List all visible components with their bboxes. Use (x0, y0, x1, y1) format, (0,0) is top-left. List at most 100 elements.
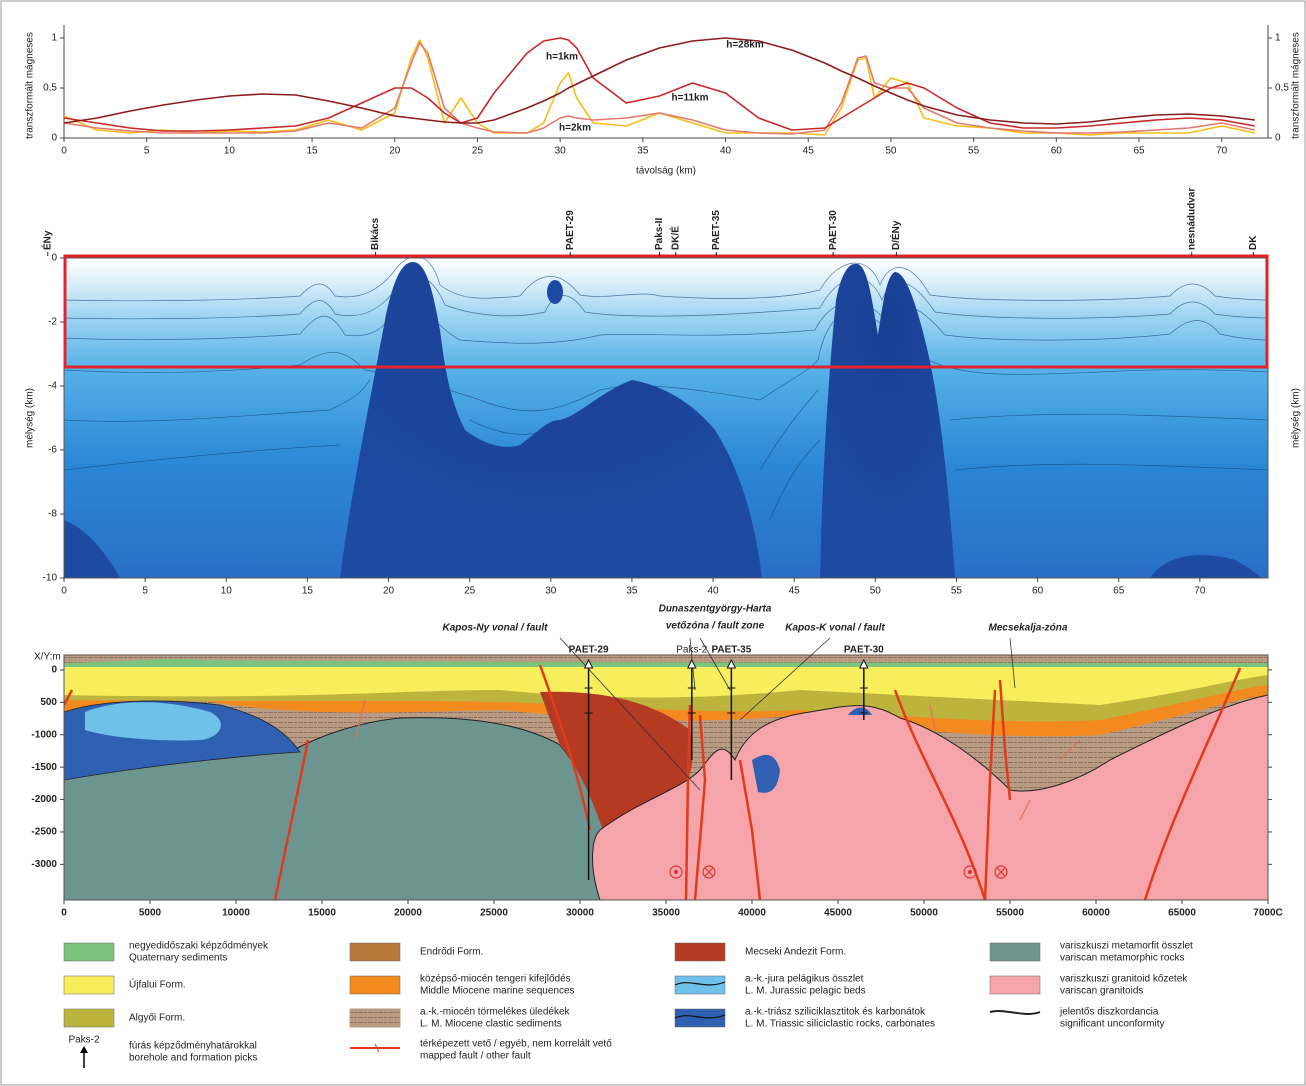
y-axis-title-right: transzformált mágneses (1291, 32, 1302, 139)
x-tick-label: 20 (389, 146, 401, 157)
well-label: PAET-29 (569, 645, 609, 656)
legend-swatch (349, 1008, 401, 1028)
series-label: h=1km (546, 52, 578, 63)
x-axis-title: távolság (km) (636, 166, 696, 177)
x-tick-label: 0 (61, 908, 67, 919)
x-tick-label: 35 (637, 146, 649, 157)
legend-item: térképezett vető / egyéb, nem korrelált … (350, 1039, 612, 1062)
x-tick-label: 60000 (1082, 908, 1110, 919)
well-label: nesnádudvar (1186, 188, 1197, 250)
x-tick-label: 5 (142, 586, 148, 597)
legend-label: variscan metamorphic rocks (1060, 953, 1184, 964)
well-label: DK/É (668, 226, 681, 250)
legend-item: Paks-2 fúrás képződményhatárokkalborehole… (68, 1035, 257, 1068)
legend-swatch (989, 942, 1041, 962)
series-line (63, 37, 1255, 125)
borehole-head (583, 658, 594, 669)
unit-triassic (752, 754, 780, 793)
plot-frame (63, 257, 1269, 579)
x-tick-label: 40 (707, 586, 719, 597)
magnetic-body (340, 262, 762, 578)
magnetic-body (1150, 555, 1262, 578)
y-axis-title: transzformált mágneses (25, 32, 36, 139)
legend-label: térképezett vető / egyéb, nem korrelált … (420, 1039, 612, 1050)
y-tick-label-right: 0 (1275, 133, 1281, 144)
strike-slip-symbols (669, 865, 1008, 879)
legend-swatch (63, 1008, 115, 1028)
x-tick-label: 60 (1051, 146, 1063, 157)
x-tick-label: 5000 (139, 908, 162, 919)
y-tick-label: 0 (51, 665, 57, 676)
unit-jurassic (85, 702, 221, 741)
y-axis-title: mélység (km) (25, 388, 36, 448)
legend-label: fúrás képződményhatárokkal (129, 1041, 257, 1052)
y-tick-label: -3000 (31, 859, 57, 870)
x-tick-label: 35 (626, 586, 638, 597)
well-label: PAET-30 (828, 210, 839, 250)
well-label: Bikács (370, 217, 381, 250)
x-tick-label: 65 (1133, 146, 1145, 157)
y-tick-label-right: 0,5 (1275, 83, 1289, 94)
legend-label: Mecseki Andezit Form. (745, 947, 846, 958)
unit-granitoid (592, 694, 1268, 900)
legend-swatch (674, 942, 726, 962)
x-tick-label: 45 (803, 146, 815, 157)
x-tick-label: 65 (1113, 586, 1125, 597)
y-tick-label: 0,5 (43, 83, 57, 94)
legend-swatch (63, 975, 115, 995)
well-label: PAET-35 (711, 210, 722, 250)
annotation: vetőzóna / fault zone (666, 621, 765, 632)
unit-quaternary (64, 658, 1268, 667)
x-tick-label: 15 (302, 586, 314, 597)
x-tick-label: 55 (968, 146, 980, 157)
x-tick-label: 7000C (1253, 908, 1282, 919)
legend-label: mapped fault / other fault (420, 1051, 531, 1062)
legend-swatch-line (674, 981, 726, 986)
borehole-head (858, 658, 869, 669)
legend-label: variszkuszi metamorfit összlet (1060, 941, 1193, 952)
legend-label: Endrődi Form. (420, 947, 483, 958)
well-label: D/ÉNy (889, 220, 902, 250)
legend-label: Újfalui Form. (129, 978, 186, 991)
legend-label: középső-miocén tengeri kifejlődés (420, 974, 571, 985)
legend-label: borehole and formation picks (129, 1053, 257, 1064)
legend-item: a.-k.-triász sziliciklasztitok és karbon… (674, 1007, 935, 1030)
borehole-head (686, 658, 697, 669)
magnetic-body (547, 280, 563, 304)
geologic-section (64, 655, 1268, 900)
x-tick-label: 35000 (652, 908, 680, 919)
y-tick-label: -8 (48, 509, 57, 520)
y-tick-label: -1000 (31, 729, 57, 740)
series-label: h=2km (559, 123, 591, 134)
unit-ujfalu (64, 664, 1268, 705)
legend-item: Algyői Form. (63, 1008, 185, 1028)
x-tick-label: 25 (464, 586, 476, 597)
well-label: PAET-29 (565, 210, 576, 250)
series-line (63, 42, 1255, 135)
x-tick-label: 5 (144, 146, 150, 157)
x-tick-label: 0 (61, 146, 67, 157)
legend-fault-tick (374, 1043, 380, 1053)
well-label: Paks-2 (676, 645, 708, 656)
magnetic-body (64, 520, 120, 578)
axis-note: X/Y:m (34, 652, 61, 663)
depth-section (64, 258, 1268, 578)
x-tick-label: 55000 (996, 908, 1024, 919)
x-tick-label: 0 (61, 586, 67, 597)
x-tick-label: 70 (1216, 146, 1228, 157)
y-tick-label: -6 (48, 445, 57, 456)
well-label: PAET-30 (844, 645, 884, 656)
legend-swatch (63, 942, 115, 962)
x-tick-label: 40 (720, 146, 732, 157)
x-tick-label: 25 (472, 146, 484, 157)
legend-swatch (349, 975, 401, 995)
y-tick-label: 0 (51, 133, 57, 144)
x-tick-label: 45 (789, 586, 801, 597)
x-tick-label: 50000 (910, 908, 938, 919)
annotation: Dunaszentgyörgy-Harta (659, 604, 772, 615)
series-label: h=11km (672, 93, 709, 104)
x-tick-label: 10 (224, 146, 236, 157)
